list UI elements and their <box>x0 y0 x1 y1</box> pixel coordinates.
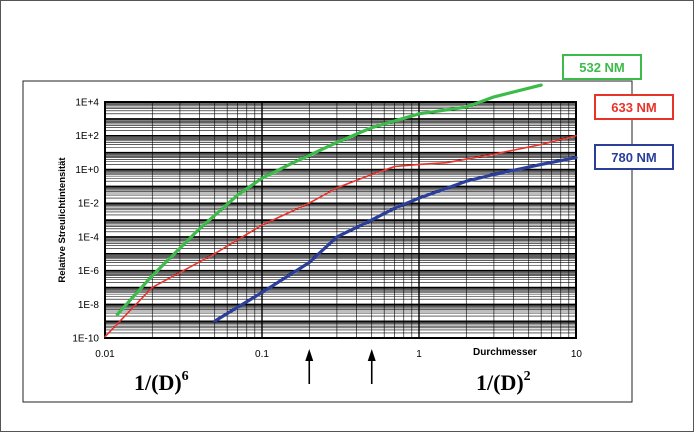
x-tick-label: 0.1 <box>255 349 269 360</box>
up-arrow-icon <box>305 349 314 384</box>
y-tick-labels: 1E-10 1E-8 1E-6 1E-4 1E-2 1E+0 1E+2 1E+4 <box>72 98 99 345</box>
y-tick-label: 1E-8 <box>78 300 100 311</box>
y-tick-label: 1E-4 <box>78 232 100 243</box>
plot-area-border <box>104 101 577 339</box>
legend-box <box>594 144 674 170</box>
series-line-633-nm <box>104 134 577 338</box>
legend: 532 NM 633 NM 780 NM <box>562 54 674 170</box>
legend-box <box>594 94 674 120</box>
legend-item-532-nm: 532 NM <box>562 54 642 80</box>
formula-left-base: 1/(D) <box>134 370 182 395</box>
y-tick-label: 1E+0 <box>75 165 99 176</box>
formula-left: 1/(D)6 <box>134 369 189 395</box>
series-line-532-nm <box>115 83 543 316</box>
legend-item-633-nm: 633 NM <box>594 94 674 120</box>
y-tick-label: 1E-2 <box>78 199 100 210</box>
x-tick-labels: 0.01 0.1 1 10 <box>95 349 582 360</box>
y-tick-label: 1E-6 <box>78 266 100 277</box>
formula-right-base: 1/(D) <box>476 370 524 395</box>
y-tick-label: 1E+4 <box>75 98 99 109</box>
x-axis-label: Durchmesser <box>473 347 537 358</box>
x-tick-label: 0.01 <box>95 349 115 360</box>
series-lines <box>104 83 578 338</box>
formula-left-exponent: 6 <box>182 369 189 384</box>
legend-item-780-nm: 780 NM <box>594 144 674 170</box>
y-tick-label: 1E+2 <box>75 131 99 142</box>
arrows <box>305 349 376 384</box>
legend-label: 633 NM <box>611 100 657 115</box>
y-axis-label: Relative Streulichtintensität <box>57 157 68 283</box>
legend-label: 532 NM <box>579 60 625 75</box>
formula-right-exponent: 2 <box>524 369 531 384</box>
x-tick-label: 1 <box>416 349 422 360</box>
up-arrow-icon <box>367 349 376 384</box>
grid <box>104 102 576 339</box>
legend-box <box>562 54 642 80</box>
y-tick-label: 1E-10 <box>72 334 99 345</box>
series-line-780-nm <box>213 156 578 323</box>
x-tick-label: 10 <box>571 349 583 360</box>
chart-panel-frame <box>22 80 633 403</box>
formula-right: 1/(D)2 <box>476 369 531 395</box>
legend-label: 780 NM <box>611 150 657 165</box>
